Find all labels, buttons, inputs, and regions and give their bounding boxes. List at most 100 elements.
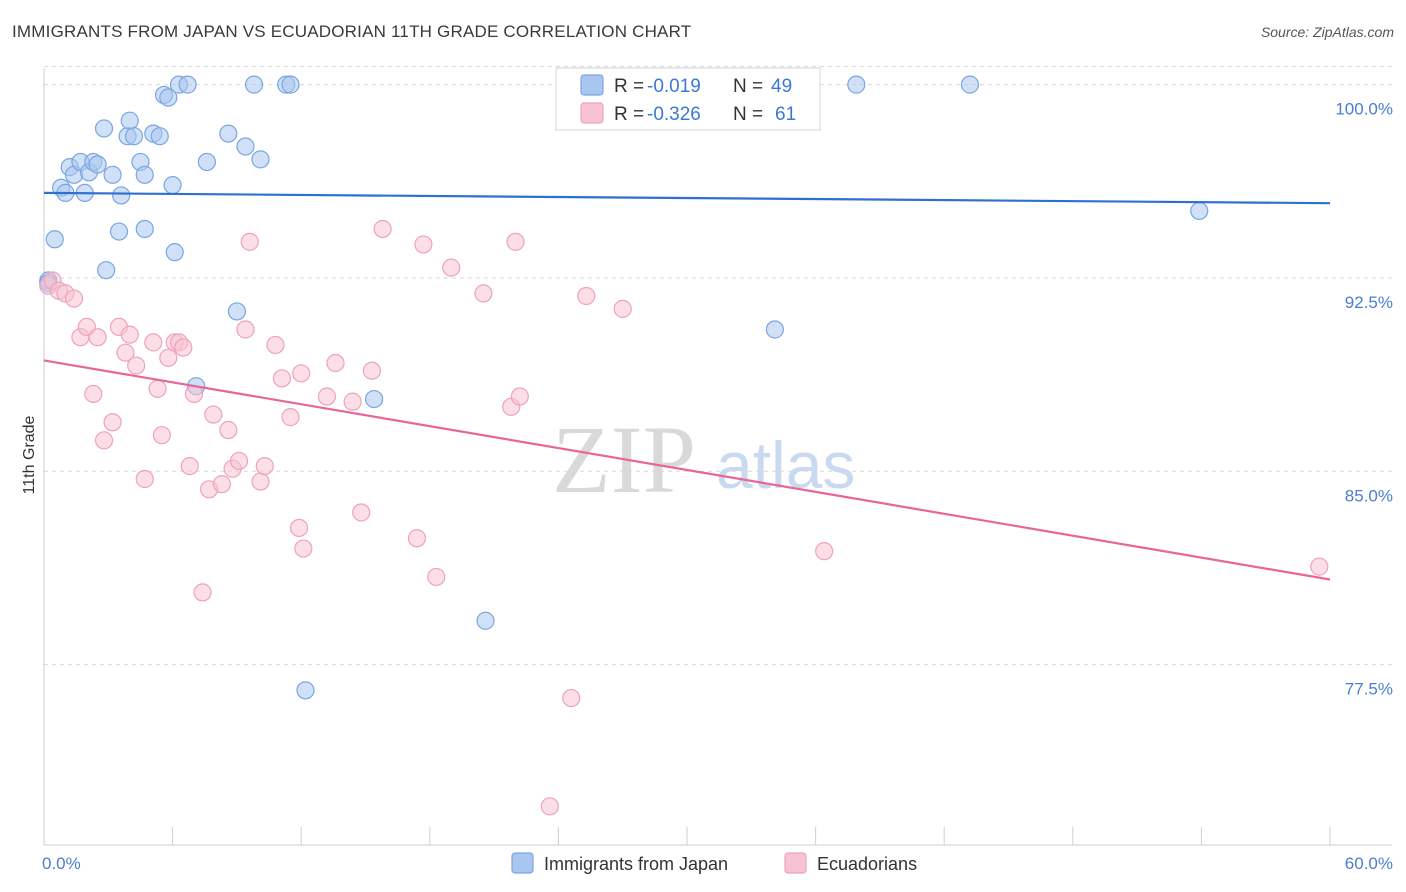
point-ecuadorian: [180, 456, 199, 476]
point-ecuadorian: [212, 475, 231, 494]
point-japan: [135, 219, 154, 239]
y-tick-label: 100.0%: [1335, 100, 1393, 119]
point-ecuadorian: [219, 420, 238, 440]
trend-line-japan: [43, 191, 1331, 205]
legend-pink-r-label: R =: [614, 104, 644, 125]
grid-lines: [44, 66, 1392, 666]
legend-pink-swatch: [580, 102, 604, 124]
x-tick-label-min: 0.0%: [42, 854, 81, 873]
point-japan: [165, 243, 184, 262]
y-axis-label: 11th Grade: [21, 415, 38, 494]
point-ecuadorian: [159, 348, 178, 367]
point-ecuadorian: [236, 320, 255, 339]
point-ecuadorian: [88, 328, 107, 347]
point-japan: [960, 75, 980, 94]
point-ecuadorian: [289, 518, 309, 538]
point-ecuadorian: [272, 369, 292, 388]
point-japan: [120, 111, 139, 130]
point-japan: [135, 165, 154, 184]
point-japan: [244, 75, 264, 94]
point-japan: [281, 75, 300, 94]
point-ecuadorian: [407, 529, 427, 548]
series-legend: Immigrants from Japan Ecuadorians: [511, 852, 917, 874]
point-japan: [150, 127, 169, 146]
point-ecuadorian: [103, 413, 122, 432]
series-immigrants-from-japan: [39, 75, 1209, 700]
point-japan: [251, 150, 270, 169]
trend-line-ecuadorians: [43, 359, 1331, 581]
point-ecuadorian: [510, 387, 529, 406]
y-tick-label: 77.5%: [1345, 680, 1393, 699]
axes: [43, 68, 1392, 846]
point-japan: [45, 230, 64, 249]
point-japan: [197, 152, 216, 172]
point-ecuadorian: [1310, 557, 1329, 576]
point-ecuadorian: [120, 325, 139, 344]
point-japan: [364, 389, 384, 409]
point-ecuadorian: [240, 232, 259, 251]
point-ecuadorian: [815, 542, 834, 561]
point-japan: [1190, 201, 1209, 221]
point-ecuadorian: [174, 338, 193, 357]
point-japan: [476, 611, 495, 630]
point-ecuadorian: [84, 384, 103, 404]
stats-legend: R = -0.019 N = 49 R = -0.326 N = 61: [555, 67, 821, 131]
point-japan: [236, 137, 255, 156]
bottom-legend-blue-label: Immigrants from Japan: [544, 854, 728, 874]
point-ecuadorian: [229, 451, 249, 471]
bottom-legend-pink-label: Ecuadorians: [817, 854, 917, 874]
point-ecuadorian: [144, 333, 163, 352]
x-tick-labels: 0.0% 60.0%: [42, 854, 1393, 873]
x-tick-label-max: 60.0%: [1345, 854, 1393, 873]
point-ecuadorian: [94, 431, 114, 450]
y-tick-label: 92.5%: [1345, 293, 1393, 312]
point-ecuadorian: [64, 289, 84, 308]
point-ecuadorian: [281, 408, 300, 427]
legend-pink-n-value: 61: [775, 104, 796, 125]
point-japan: [178, 75, 197, 94]
point-ecuadorian: [414, 235, 433, 254]
point-ecuadorian: [362, 361, 382, 380]
legend-pink-n-label: N =: [733, 104, 763, 125]
point-ecuadorian: [127, 356, 146, 375]
point-ecuadorian: [373, 219, 392, 239]
point-japan: [97, 261, 116, 280]
point-japan: [219, 124, 238, 143]
chart-title: IMMIGRANTS FROM JAPAN VS ECUADORIAN 11TH…: [12, 22, 692, 41]
point-ecuadorian: [540, 797, 559, 816]
point-ecuadorian: [352, 503, 371, 522]
point-ecuadorian: [294, 539, 313, 558]
point-ecuadorian: [577, 286, 596, 306]
point-ecuadorian: [613, 299, 632, 318]
point-japan: [765, 320, 784, 339]
point-japan: [112, 186, 131, 205]
point-ecuadorian: [317, 387, 337, 406]
point-japan: [227, 302, 246, 321]
point-japan: [296, 681, 315, 700]
point-japan: [163, 176, 182, 195]
legend-blue-r-value: -0.019: [647, 76, 701, 97]
point-ecuadorian: [116, 343, 135, 362]
y-tick-labels: 77.5% 85.0% 92.5% 100.0%: [1335, 100, 1393, 699]
bottom-legend-blue-swatch: [511, 852, 534, 874]
point-japan: [109, 222, 129, 241]
point-ecuadorian: [442, 258, 461, 277]
point-ecuadorian: [427, 567, 446, 587]
legend-blue-swatch: [580, 74, 604, 96]
point-ecuadorian: [266, 335, 285, 355]
point-ecuadorian: [292, 364, 311, 383]
series-ecuadorians: [39, 219, 1329, 816]
point-ecuadorian: [251, 472, 270, 491]
bottom-legend-pink-swatch: [784, 852, 807, 874]
point-japan: [88, 155, 107, 174]
legend-blue-n-value: 49: [771, 76, 792, 97]
point-ecuadorian: [506, 232, 525, 251]
point-ecuadorian: [152, 426, 171, 445]
y-tick-label: 85.0%: [1345, 486, 1393, 505]
point-ecuadorian: [562, 688, 581, 708]
source-label: Source: ZipAtlas.com: [1260, 24, 1394, 40]
watermark: ZIP atlas: [552, 406, 855, 513]
point-ecuadorian: [135, 469, 154, 489]
point-ecuadorian: [148, 379, 167, 398]
